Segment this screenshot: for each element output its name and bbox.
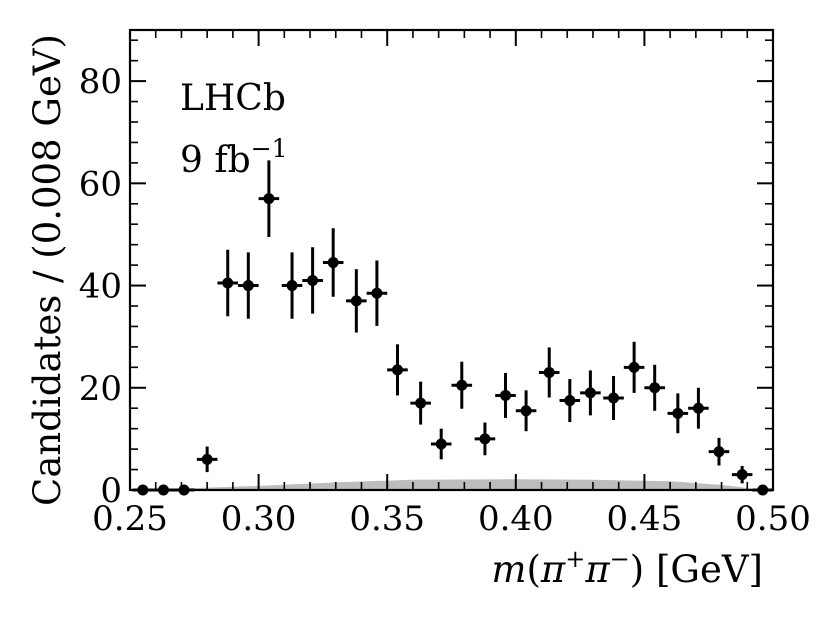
data-point xyxy=(238,252,259,319)
marker xyxy=(456,379,468,391)
marker xyxy=(564,395,576,407)
data-point xyxy=(430,428,452,460)
plot-frame xyxy=(128,28,775,492)
x-label-pi1: π xyxy=(540,548,566,591)
marker xyxy=(263,193,275,205)
x-tick-label: 0.45 xyxy=(607,499,683,539)
data-point xyxy=(559,379,581,423)
marker xyxy=(479,433,491,445)
marker xyxy=(201,453,213,465)
data-point xyxy=(731,465,753,484)
data-point xyxy=(644,364,665,411)
marker xyxy=(736,469,748,481)
marker xyxy=(391,364,403,376)
data-point xyxy=(451,361,473,409)
data-point xyxy=(346,269,367,333)
data-point xyxy=(366,260,388,326)
x-tick-label: 0.50 xyxy=(735,499,811,539)
x-label-pi2: π xyxy=(584,548,610,591)
x-label-open: ( xyxy=(526,548,540,591)
data-point xyxy=(515,390,537,432)
marker xyxy=(415,397,427,409)
data-point xyxy=(580,370,601,416)
marker xyxy=(500,389,512,401)
marker xyxy=(649,382,661,394)
marker xyxy=(222,277,234,289)
x-tick-label: 0.25 xyxy=(92,499,168,539)
marker xyxy=(520,405,532,417)
x-tick-label: 0.30 xyxy=(221,499,297,539)
marker xyxy=(628,361,640,373)
luminosity-label: 9 fb−1 xyxy=(180,134,288,181)
data-point xyxy=(603,376,624,420)
marker xyxy=(435,438,447,450)
marker xyxy=(327,257,339,269)
x-label-unit: [GeV] xyxy=(644,548,763,591)
data-point xyxy=(495,372,516,418)
marker xyxy=(543,366,555,378)
data-point xyxy=(538,347,560,398)
y-tick-label: 0 xyxy=(100,471,122,511)
x-axis-label: m(π+π−) [GeV] xyxy=(491,545,763,591)
x-label-close: ) xyxy=(630,548,644,591)
marker xyxy=(371,287,383,299)
y-tick-label: 40 xyxy=(79,267,122,307)
data-point xyxy=(302,247,323,314)
x-label-sup1: + xyxy=(565,545,585,573)
marker xyxy=(672,407,684,419)
experiment-label: LHCb xyxy=(180,78,286,119)
data-point xyxy=(217,249,239,317)
data-points-layer xyxy=(132,160,773,496)
x-label-sup2: − xyxy=(610,545,630,573)
background-band xyxy=(130,479,773,490)
data-point xyxy=(258,160,280,237)
ticks-layer: 0.25 0.30 0.35 0.40 0.45 0.50 0 20 40 60 80 xyxy=(79,30,811,539)
y-tick-label: 60 xyxy=(79,164,122,204)
y-tick-label: 80 xyxy=(79,62,122,102)
x-tick-label: 0.35 xyxy=(349,499,425,539)
data-point xyxy=(708,437,730,466)
data-point xyxy=(196,446,218,473)
marker xyxy=(692,402,704,414)
y-axis-label: Candidates / (0.008 GeV) xyxy=(26,34,69,506)
luminosity-exponent: −1 xyxy=(251,134,288,163)
marker xyxy=(286,280,298,292)
luminosity-base: 9 fb xyxy=(180,140,251,181)
data-point xyxy=(474,422,496,456)
data-point xyxy=(410,381,431,425)
data-point xyxy=(387,344,408,396)
marker xyxy=(608,392,620,404)
marker xyxy=(307,274,319,286)
x-tick-label: 0.40 xyxy=(478,499,554,539)
data-point xyxy=(623,341,645,393)
data-point xyxy=(281,252,303,319)
marker xyxy=(584,387,596,399)
marker xyxy=(350,295,362,307)
data-point xyxy=(688,387,709,429)
marker xyxy=(242,280,254,292)
data-point xyxy=(667,393,689,434)
x-label-m: m xyxy=(491,548,526,591)
y-tick-label: 20 xyxy=(79,369,122,409)
data-point xyxy=(322,228,344,297)
background-band-layer xyxy=(130,479,773,490)
marker xyxy=(713,446,725,458)
